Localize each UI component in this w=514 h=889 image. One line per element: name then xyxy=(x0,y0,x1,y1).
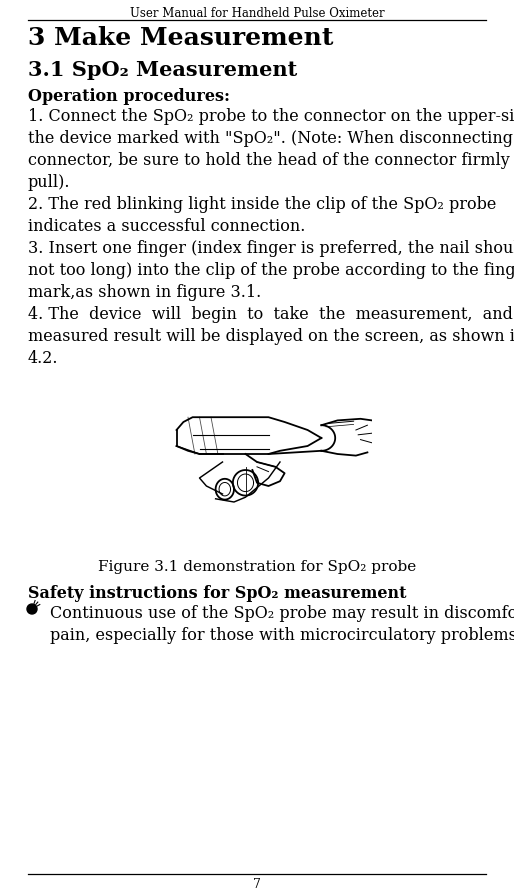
Text: 3 Make Measurement: 3 Make Measurement xyxy=(28,26,334,50)
Text: pull).: pull). xyxy=(28,174,70,191)
Text: mark,as shown in figure 3.1.: mark,as shown in figure 3.1. xyxy=(28,284,261,301)
Text: 7: 7 xyxy=(253,878,261,889)
Text: connector, be sure to hold the head of the connector firmly and: connector, be sure to hold the head of t… xyxy=(28,152,514,169)
Text: indicates a successful connection.: indicates a successful connection. xyxy=(28,218,305,235)
Text: 3. Insert one finger (index finger is preferred, the nail should be: 3. Insert one finger (index finger is pr… xyxy=(28,240,514,257)
Text: not too long) into the clip of the probe according to the finger: not too long) into the clip of the probe… xyxy=(28,262,514,279)
Text: pain, especially for those with microcirculatory problems. It is: pain, especially for those with microcir… xyxy=(50,627,514,644)
Text: User Manual for Handheld Pulse Oximeter: User Manual for Handheld Pulse Oximeter xyxy=(130,7,384,20)
Circle shape xyxy=(27,604,37,614)
Text: Figure 3.1 demonstration for SpO₂ probe: Figure 3.1 demonstration for SpO₂ probe xyxy=(98,560,416,574)
Text: measured result will be displayed on the screen, as shown in figure: measured result will be displayed on the… xyxy=(28,328,514,345)
Text: Operation procedures:: Operation procedures: xyxy=(28,88,230,105)
Text: 4. The  device  will  begin  to  take  the  measurement,  and  the: 4. The device will begin to take the mea… xyxy=(28,306,514,323)
Text: Continuous use of the SpO₂ probe may result in discomfort or: Continuous use of the SpO₂ probe may res… xyxy=(50,605,514,622)
Text: 2. The red blinking light inside the clip of the SpO₂ probe: 2. The red blinking light inside the cli… xyxy=(28,196,497,213)
Text: 3.1 SpO₂ Measurement: 3.1 SpO₂ Measurement xyxy=(28,60,297,80)
Text: Safety instructions for SpO₂ measurement: Safety instructions for SpO₂ measurement xyxy=(28,585,407,602)
Text: the device marked with "SpO₂". (Note: When disconnecting the: the device marked with "SpO₂". (Note: Wh… xyxy=(28,130,514,147)
Text: 4.2.: 4.2. xyxy=(28,350,59,367)
Text: 1. Connect the SpO₂ probe to the connector on the upper-side of: 1. Connect the SpO₂ probe to the connect… xyxy=(28,108,514,125)
